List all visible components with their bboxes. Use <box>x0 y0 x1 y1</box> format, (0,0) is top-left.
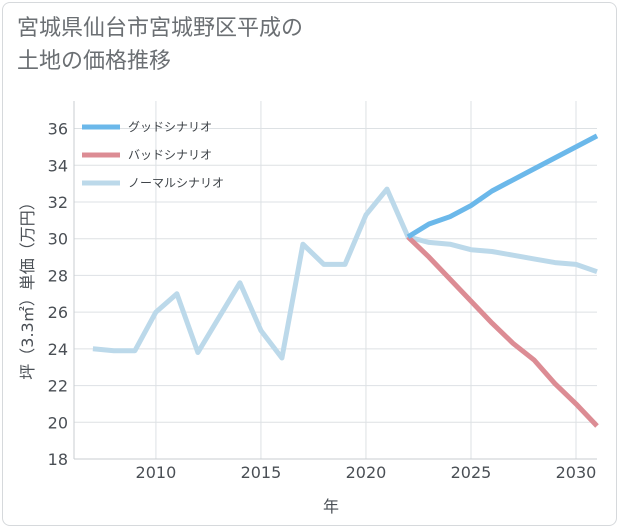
plot-frame <box>73 101 597 460</box>
y-tick-label: 22 <box>48 377 68 396</box>
x-tick-label: 2025 <box>451 463 492 482</box>
x-tick-label: 2015 <box>241 463 282 482</box>
x-tick-label: 2030 <box>556 463 597 482</box>
series-lines <box>92 133 599 428</box>
y-tick-label: 28 <box>48 266 68 285</box>
grid-lines <box>74 101 597 460</box>
legend-label: ノーマルシナリオ <box>128 176 224 190</box>
legend-label: バッドシナリオ <box>128 148 212 162</box>
y-tick-label: 20 <box>48 413 68 432</box>
series-line <box>92 186 598 361</box>
legend-label: グッドシナリオ <box>128 120 212 134</box>
x-tick-label: 2020 <box>346 463 387 482</box>
y-tick-label: 30 <box>48 230 68 249</box>
y-tick-label: 24 <box>48 340 68 359</box>
chart-title-line-1: 宮城県仙台市宮城野区平成の <box>17 16 304 41</box>
tick-labels: 2010 2015 2020 2025 2030 18 20 22 24 26 28 30 32 34 36 <box>48 120 597 482</box>
series-line <box>406 235 599 428</box>
x-axis-label: 年 <box>323 497 339 516</box>
chart-title: 宮城県仙台市宮城野区平成の 土地の価格推移 <box>17 12 303 78</box>
series-line <box>406 133 599 240</box>
y-tick-label: 18 <box>48 450 68 469</box>
x-tick-label: 2010 <box>136 463 177 482</box>
chart-title-line-2: 土地の価格推移 <box>17 49 172 74</box>
y-tick-label: 34 <box>48 156 68 175</box>
y-tick-label: 32 <box>48 193 68 212</box>
chart-card <box>2 2 617 526</box>
y-tick-label: 36 <box>48 120 68 139</box>
y-axis-label: 坪（3.3㎡）単価（万円） <box>18 194 37 379</box>
y-tick-label: 26 <box>48 303 68 322</box>
